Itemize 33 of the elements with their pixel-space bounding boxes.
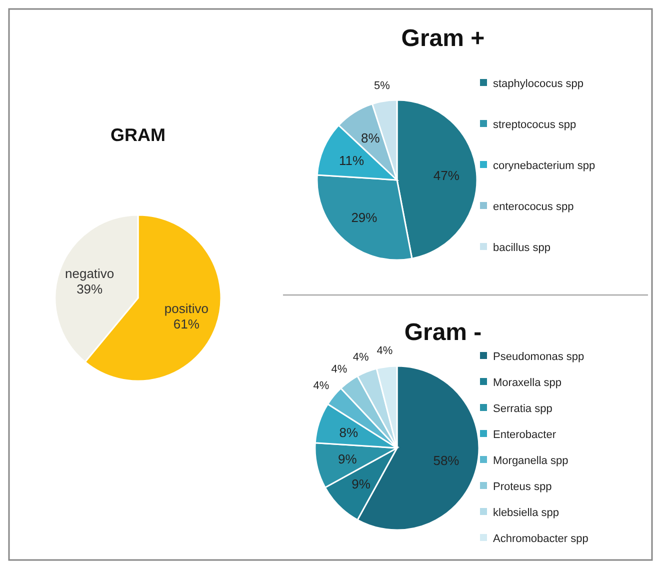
- data-label: 11%: [338, 152, 364, 168]
- data-label: 29%: [351, 210, 378, 225]
- data-label: 61%: [173, 316, 200, 332]
- data-label: 8%: [361, 130, 380, 146]
- data-label: 4%: [352, 351, 369, 364]
- slice-label: negativo: [65, 266, 114, 281]
- legend-label: staphylococus spp: [493, 78, 584, 90]
- data-label: 4%: [331, 363, 348, 376]
- legend-label: Moraxella spp: [493, 376, 562, 389]
- data-label: 4%: [376, 345, 393, 358]
- data-label: 8%: [339, 424, 358, 440]
- legend-label: Pseudomonas spp: [493, 350, 584, 363]
- legend-label: bacillus spp: [493, 242, 550, 254]
- data-label: 4%: [313, 380, 330, 392]
- data-label: 58%: [433, 453, 460, 468]
- chart-title: Gram -: [404, 319, 482, 346]
- slice-label: positivo: [164, 300, 208, 316]
- legend-label: streptococus spp: [493, 118, 576, 131]
- data-label: 9%: [338, 452, 358, 467]
- legend-label: Serratia spp: [493, 402, 552, 415]
- legend-label: enterococus spp: [493, 200, 574, 213]
- legend-label: klebsiella spp: [493, 506, 560, 519]
- legend-label: Achromobacter spp: [493, 532, 588, 545]
- data-label: 39%: [76, 282, 104, 297]
- legend-label: Enterobacter: [493, 428, 556, 441]
- data-label: 9%: [352, 476, 371, 492]
- data-label: 47%: [433, 168, 460, 183]
- legend-label: corynebacterium spp: [493, 160, 596, 172]
- data-label: 5%: [374, 80, 390, 92]
- chart-title: Gram +: [401, 25, 485, 52]
- legend-label: Morganella spp: [493, 454, 568, 467]
- chart-title: GRAM: [110, 125, 166, 145]
- legend-label: Proteus spp: [493, 480, 552, 493]
